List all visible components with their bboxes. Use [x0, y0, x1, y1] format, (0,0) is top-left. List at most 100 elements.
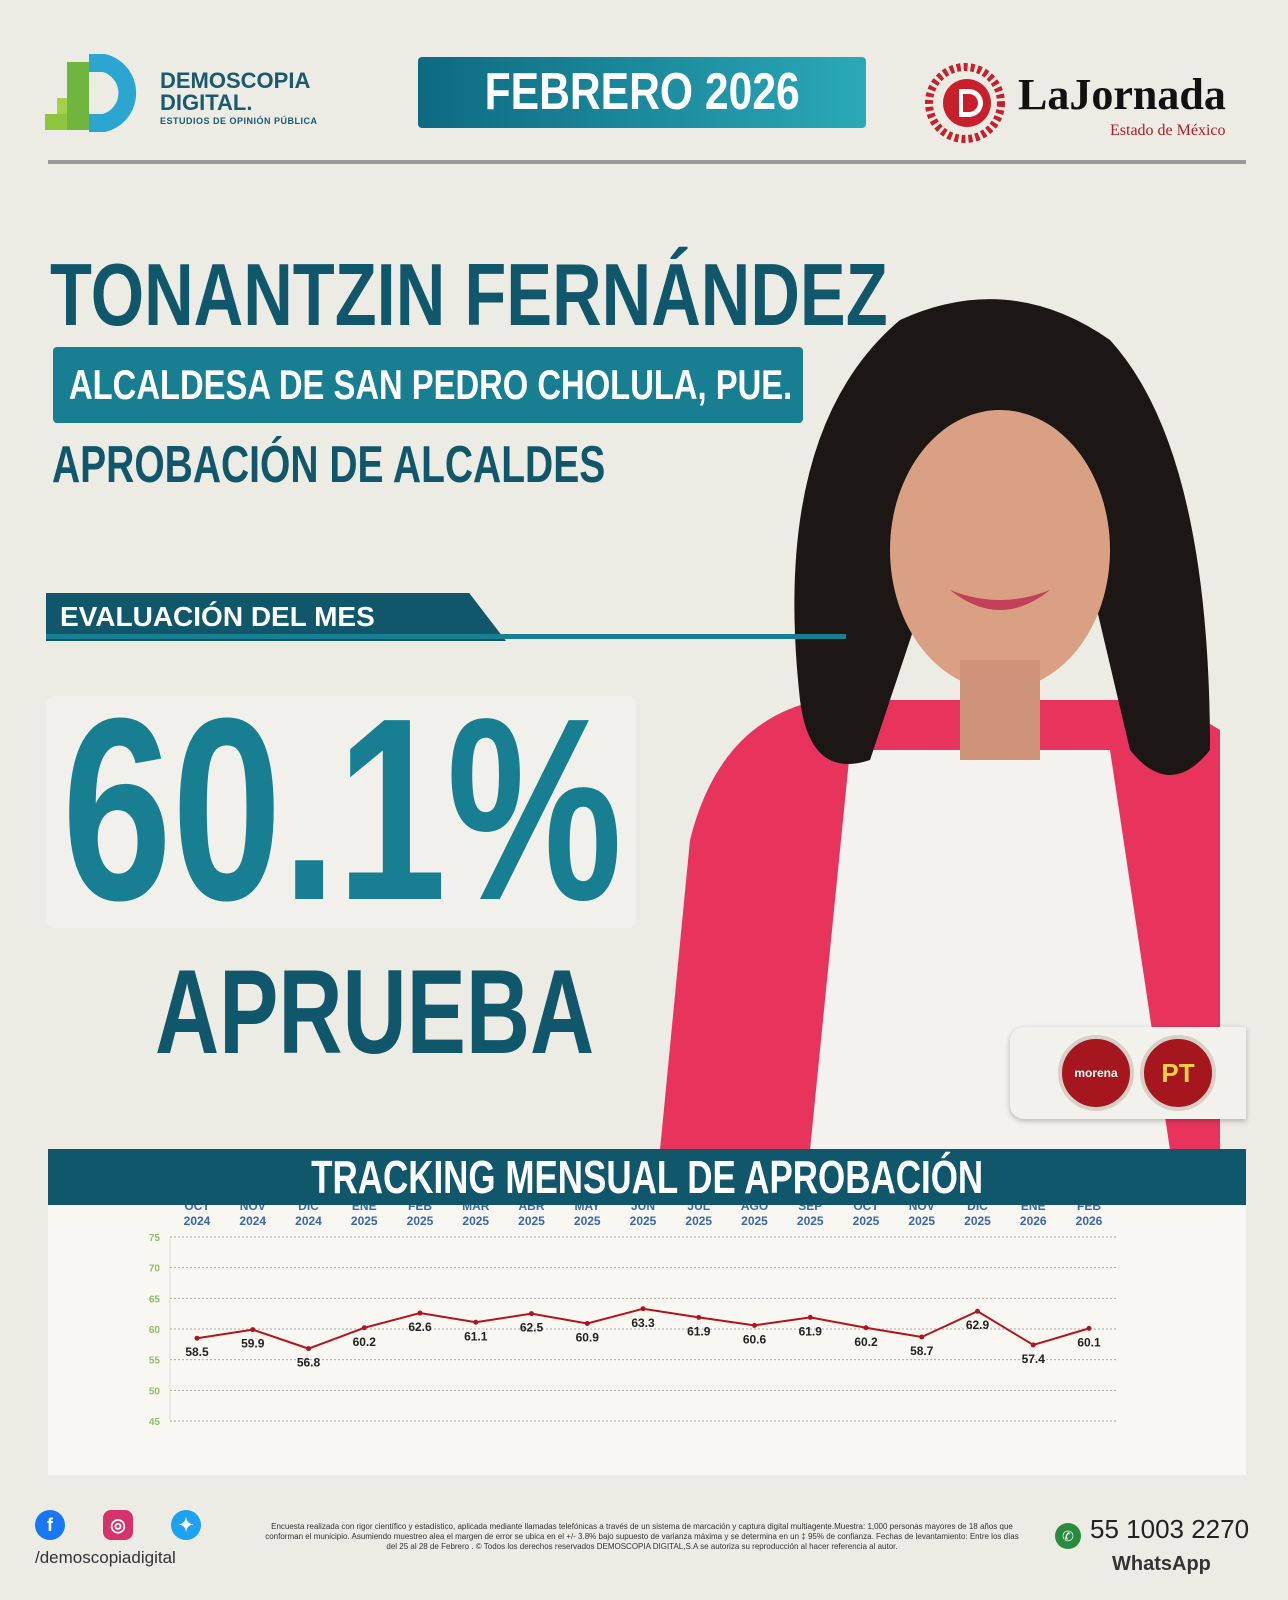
data-point	[473, 1319, 479, 1325]
chart-title: TRACKING MENSUAL DE APROBACIÓN	[48, 1149, 1246, 1205]
y-tick-label: 75	[149, 1233, 161, 1244]
data-point	[417, 1310, 423, 1316]
data-label: 61.9	[799, 1324, 823, 1338]
data-point	[640, 1306, 646, 1312]
data-point	[919, 1334, 925, 1340]
data-label: 60.6	[743, 1332, 767, 1346]
data-label: 61.1	[464, 1329, 488, 1343]
data-point	[1030, 1342, 1036, 1348]
x-tick-year: 2024	[239, 1214, 266, 1228]
x-tick-month: NOV	[240, 1205, 266, 1213]
data-point	[306, 1346, 311, 1352]
x-tick-year: 2025	[462, 1214, 489, 1228]
x-tick-year: 2025	[741, 1214, 768, 1228]
la-jornada-sun-icon	[925, 63, 1005, 143]
data-point	[807, 1314, 813, 1320]
x-tick-month: ENE	[352, 1205, 377, 1213]
pt-logo: PT	[1140, 1035, 1216, 1111]
x-tick-month: JUL	[687, 1205, 710, 1213]
x-tick-year: 2025	[685, 1214, 712, 1228]
data-point	[975, 1308, 980, 1314]
survey-title: APROBACIÓN DE ALCALDES	[52, 436, 606, 494]
x-tick-year: 2025	[407, 1214, 434, 1228]
x-tick-year: 2025	[351, 1214, 378, 1228]
demoscopia-logo-icon	[45, 54, 137, 132]
data-point	[1086, 1325, 1092, 1331]
subject-role: ALCALDESA DE SAN PEDRO CHOLULA, PUE.	[53, 347, 803, 423]
data-label: 60.2	[854, 1335, 878, 1349]
la-jornada-subtitle: Estado de México	[1110, 122, 1226, 139]
x-tick-month: DIC	[298, 1205, 319, 1213]
x-tick-year: 2025	[908, 1214, 935, 1228]
approval-caption: APRUEBA	[155, 945, 595, 1079]
x-tick-month: MAY	[574, 1205, 600, 1213]
data-label: 57.4	[1022, 1352, 1046, 1366]
approval-value: 60.1%	[62, 665, 623, 955]
data-label: 56.8	[297, 1356, 321, 1370]
data-point	[250, 1327, 256, 1333]
x-tick-month: ENE	[1021, 1205, 1046, 1213]
x-tick-year: 2025	[518, 1214, 545, 1228]
data-point	[529, 1311, 534, 1317]
y-tick-label: 45	[149, 1417, 161, 1428]
data-point	[194, 1335, 200, 1341]
x-tick-year: 2026	[1076, 1214, 1103, 1228]
y-tick-label: 55	[149, 1356, 161, 1367]
x-tick-year: 2025	[797, 1214, 824, 1228]
x-tick-year: 2025	[853, 1214, 880, 1228]
x-tick-month: SEP	[798, 1205, 822, 1213]
data-label: 58.7	[910, 1344, 934, 1358]
x-tick-month: FEB	[1077, 1205, 1101, 1213]
evaluation-label: EVALUACIÓN DEL MES	[46, 593, 506, 641]
x-tick-year: 2025	[574, 1214, 601, 1228]
data-label: 60.2	[353, 1335, 377, 1349]
x-tick-month: OCT	[184, 1205, 210, 1213]
tracking-chart: 75706560555045OCT2024NOV2024DIC2024ENE20…	[149, 1205, 1116, 1428]
y-tick-label: 70	[149, 1264, 161, 1275]
data-label: 62.9	[966, 1318, 990, 1332]
x-tick-year: 2025	[630, 1214, 657, 1228]
x-tick-month: FEB	[408, 1205, 432, 1213]
instagram-icon[interactable]: ◎	[103, 1510, 133, 1540]
phone-number[interactable]: 55 1003 2270	[1090, 1514, 1250, 1544]
data-label: 60.1	[1077, 1335, 1101, 1349]
data-point	[696, 1314, 702, 1320]
x-tick-month: NOV	[909, 1205, 935, 1213]
morena-logo: morena	[1058, 1035, 1134, 1111]
party-logos: morena PT	[1010, 1027, 1246, 1119]
methodology-disclaimer: Encuesta realizada con rigor científico …	[265, 1522, 1019, 1551]
x-tick-year: 2026	[1020, 1214, 1047, 1228]
data-label: 59.9	[241, 1337, 265, 1351]
x-tick-month: OCT	[853, 1205, 879, 1213]
x-tick-month: MAR	[462, 1205, 490, 1213]
data-label: 60.9	[576, 1330, 600, 1344]
data-point	[361, 1325, 367, 1331]
month-banner: FEBRERO 2026	[418, 57, 866, 128]
twitter-icon[interactable]: ✦	[171, 1510, 201, 1540]
x-tick-month: ABR	[519, 1205, 545, 1213]
y-tick-label: 65	[149, 1294, 161, 1305]
x-tick-year: 2024	[295, 1214, 322, 1228]
data-label: 62.6	[408, 1320, 432, 1334]
data-label: 61.9	[687, 1324, 711, 1338]
x-tick-month: AGO	[741, 1205, 768, 1213]
data-point	[752, 1322, 757, 1328]
header-divider	[48, 160, 1246, 164]
y-tick-label: 50	[149, 1386, 161, 1397]
data-label: 58.5	[185, 1345, 209, 1359]
facebook-icon[interactable]: f	[35, 1510, 65, 1540]
whatsapp-icon: ✆	[1055, 1523, 1081, 1549]
data-point	[863, 1325, 869, 1331]
x-tick-year: 2024	[184, 1214, 211, 1228]
brand-name: DEMOSCOPIA DIGITAL. ESTUDIOS DE OPINIÓN PÚ…	[160, 68, 318, 127]
x-tick-year: 2025	[964, 1214, 991, 1228]
subject-name: TONANTZIN FERNÁNDEZ	[50, 245, 888, 344]
y-tick-label: 60	[149, 1325, 161, 1336]
x-tick-month: DIC	[967, 1205, 988, 1213]
whatsapp-label: WhatsApp	[1112, 1553, 1211, 1575]
data-label: 62.5	[520, 1321, 544, 1335]
social-handle[interactable]: /demoscopiadigital	[35, 1548, 176, 1567]
la-jornada-logo: LaJornada	[1018, 70, 1226, 119]
data-point	[584, 1320, 590, 1326]
evaluation-divider	[46, 634, 846, 639]
